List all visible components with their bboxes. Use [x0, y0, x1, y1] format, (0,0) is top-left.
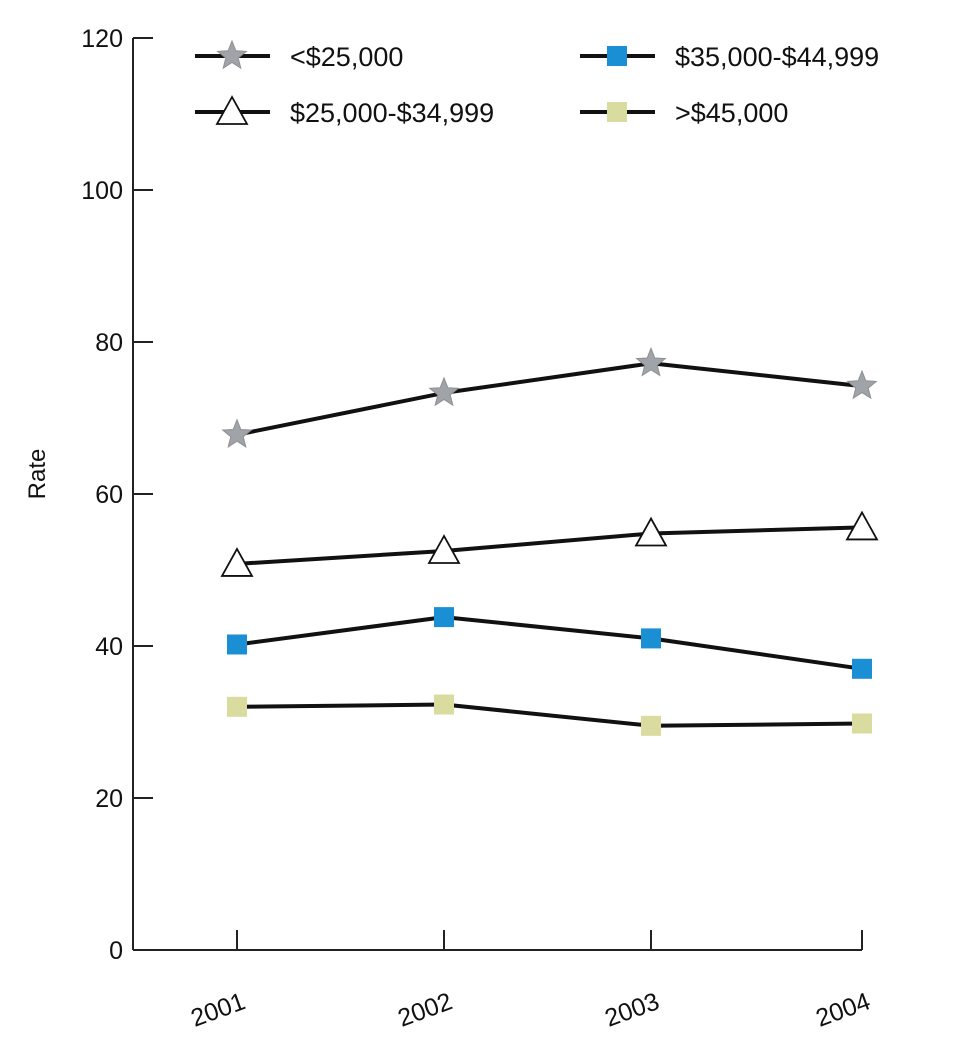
x-tick-label: 2001	[187, 987, 249, 1032]
legend-label: >$45,000	[675, 98, 788, 128]
data-point	[427, 534, 461, 564]
data-point	[641, 628, 661, 649]
legend-label: $35,000-$44,999	[675, 42, 879, 72]
data-point	[634, 516, 668, 547]
y-tick-label: 120	[81, 25, 123, 53]
series-1	[221, 346, 878, 449]
series-4	[227, 694, 872, 736]
legend-label: $25,000-$34,999	[290, 98, 494, 128]
series-line	[236, 525, 863, 566]
y-tick-label: 100	[81, 177, 123, 205]
x-tick-label: 2003	[601, 987, 663, 1032]
legend-marker	[215, 95, 249, 125]
y-ticks: 0 20 40 60 80 100 120	[81, 25, 153, 965]
x-tick-label: 2004	[812, 987, 874, 1032]
series-line	[236, 702, 863, 728]
legend-item: $25,000-$34,999	[195, 95, 494, 128]
y-tick-label: 60	[95, 481, 123, 509]
x-tick-label: 2002	[394, 987, 456, 1032]
series-line	[236, 361, 863, 437]
legend-marker	[216, 39, 248, 70]
data-point	[434, 694, 454, 715]
data-point	[220, 547, 254, 577]
y-tick-label: 40	[95, 633, 123, 661]
data-point	[641, 715, 661, 736]
data-point	[434, 607, 454, 628]
legend-item: $35,000-$44,999	[580, 42, 879, 72]
data-point	[635, 346, 667, 377]
data-point	[845, 510, 879, 541]
data-point	[852, 658, 872, 679]
y-axis-title: Rate	[24, 449, 51, 500]
legend: <$25,000 $25,000-$34,999 $35,000-$44,999 >$…	[195, 39, 879, 128]
series-layer	[220, 346, 879, 736]
y-tick-label: 0	[109, 937, 123, 965]
series-2	[220, 510, 879, 577]
data-point	[846, 369, 878, 400]
legend-marker	[607, 46, 627, 66]
data-point	[227, 634, 247, 655]
data-point	[852, 713, 872, 734]
data-point	[221, 418, 253, 449]
y-tick-label: 80	[95, 329, 123, 357]
data-point	[428, 376, 460, 407]
legend-item: >$45,000	[580, 98, 788, 128]
series-3	[227, 607, 872, 679]
legend-marker	[607, 102, 627, 122]
series-line	[236, 615, 863, 671]
legend-item: <$25,000	[195, 39, 403, 72]
x-ticks: 2001 2002 2003 2004	[187, 930, 874, 1033]
y-tick-label: 20	[95, 785, 123, 813]
data-point	[227, 696, 247, 717]
legend-label: <$25,000	[290, 42, 403, 72]
